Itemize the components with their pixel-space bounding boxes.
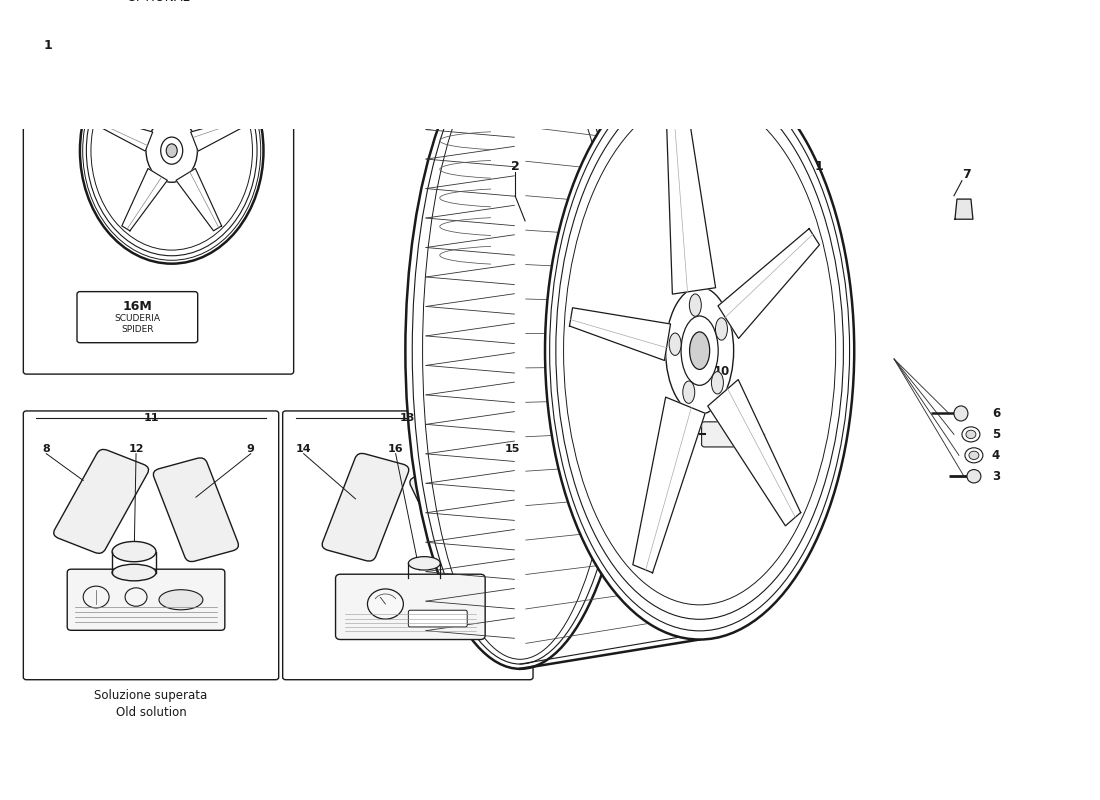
FancyBboxPatch shape — [54, 450, 148, 554]
Text: 6: 6 — [992, 407, 1000, 420]
Polygon shape — [160, 54, 184, 122]
Ellipse shape — [967, 470, 981, 483]
Text: 11: 11 — [143, 413, 158, 422]
Text: 3: 3 — [992, 470, 1000, 482]
FancyBboxPatch shape — [153, 458, 239, 562]
FancyBboxPatch shape — [408, 610, 468, 627]
Text: 9: 9 — [246, 444, 255, 454]
Ellipse shape — [712, 371, 724, 394]
Text: 16M: 16M — [122, 300, 152, 313]
Ellipse shape — [966, 430, 976, 438]
Ellipse shape — [690, 332, 710, 370]
Text: SCUDERIA: SCUDERIA — [114, 314, 161, 322]
FancyBboxPatch shape — [702, 422, 752, 447]
Ellipse shape — [112, 542, 156, 562]
Ellipse shape — [683, 381, 695, 403]
Ellipse shape — [969, 451, 979, 459]
Text: Soluzione superata: Soluzione superata — [95, 689, 208, 702]
Ellipse shape — [408, 557, 440, 570]
Ellipse shape — [160, 590, 202, 610]
Ellipse shape — [406, 33, 635, 669]
Ellipse shape — [715, 318, 727, 340]
FancyBboxPatch shape — [77, 292, 198, 342]
Polygon shape — [122, 169, 167, 231]
Text: 13: 13 — [400, 413, 416, 422]
FancyBboxPatch shape — [283, 411, 534, 680]
Polygon shape — [176, 169, 221, 231]
Text: OPTIONAL: OPTIONAL — [126, 0, 190, 4]
Text: 8: 8 — [43, 444, 51, 454]
Ellipse shape — [112, 564, 156, 581]
Text: Old solution: Old solution — [116, 706, 186, 719]
Ellipse shape — [690, 294, 702, 316]
Ellipse shape — [367, 589, 404, 619]
Polygon shape — [190, 117, 248, 151]
Ellipse shape — [669, 333, 681, 355]
Text: 7: 7 — [962, 168, 971, 182]
Ellipse shape — [544, 62, 855, 639]
Polygon shape — [570, 308, 671, 361]
Text: 2: 2 — [510, 160, 519, 173]
FancyBboxPatch shape — [23, 0, 294, 374]
FancyBboxPatch shape — [322, 454, 409, 561]
Polygon shape — [955, 199, 972, 219]
Text: 10: 10 — [714, 365, 729, 378]
Ellipse shape — [954, 406, 968, 421]
FancyBboxPatch shape — [336, 574, 485, 639]
Text: la passion
vous85: la passion vous85 — [424, 392, 676, 485]
Text: 16: 16 — [388, 444, 404, 454]
Text: 15: 15 — [505, 444, 520, 454]
Text: 1: 1 — [44, 38, 53, 51]
FancyBboxPatch shape — [67, 569, 224, 630]
Text: 5: 5 — [992, 428, 1000, 441]
Text: SPIDER: SPIDER — [121, 326, 154, 334]
FancyBboxPatch shape — [410, 463, 500, 568]
Polygon shape — [96, 117, 153, 151]
Text: 4: 4 — [992, 449, 1000, 462]
Polygon shape — [707, 379, 801, 526]
Polygon shape — [667, 110, 716, 294]
Text: passion
vous85: passion vous85 — [451, 536, 588, 610]
Ellipse shape — [166, 144, 177, 158]
FancyBboxPatch shape — [23, 411, 278, 680]
Polygon shape — [632, 397, 705, 573]
Polygon shape — [718, 229, 820, 338]
Text: 1: 1 — [815, 160, 824, 173]
Text: 14: 14 — [296, 444, 311, 454]
Text: 12: 12 — [129, 444, 144, 454]
